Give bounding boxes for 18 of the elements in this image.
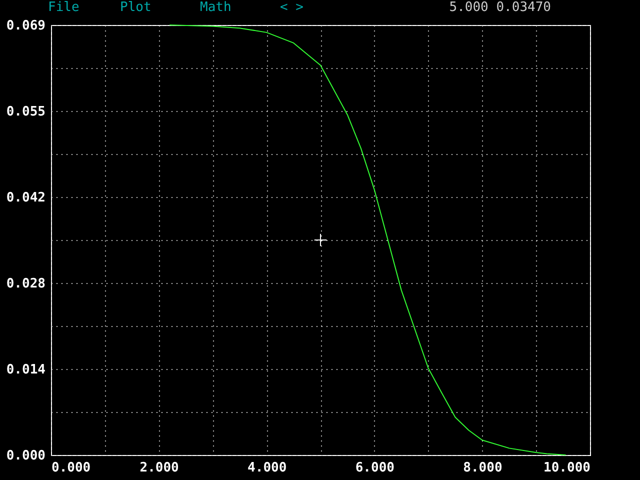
text: Plot — [120, 0, 152, 15]
text: Math — [200, 0, 232, 15]
x-tick-label: 10.000 — [544, 460, 591, 476]
y-tick-label: 0.042 — [6, 190, 46, 206]
text: < > — [280, 0, 304, 15]
y-tick-label: 0.055 — [6, 104, 46, 120]
x-tick-label: 4.000 — [248, 460, 287, 476]
line-series — [169, 24, 566, 456]
y-tick-label: 0.028 — [6, 276, 46, 292]
text: File — [48, 0, 80, 15]
x-tick-label: 8.000 — [463, 460, 502, 476]
y-tick-label: 0.069 — [6, 18, 46, 34]
text: 5.000 0.03470 — [449, 0, 551, 15]
y-tick-label: 0.014 — [6, 362, 46, 378]
x-tick-label: 6.000 — [355, 460, 395, 476]
x-tick-label: 2.000 — [140, 460, 180, 476]
x-tick-label: 0.000 — [52, 460, 91, 476]
y-tick-label: 0.000 — [6, 448, 46, 464]
